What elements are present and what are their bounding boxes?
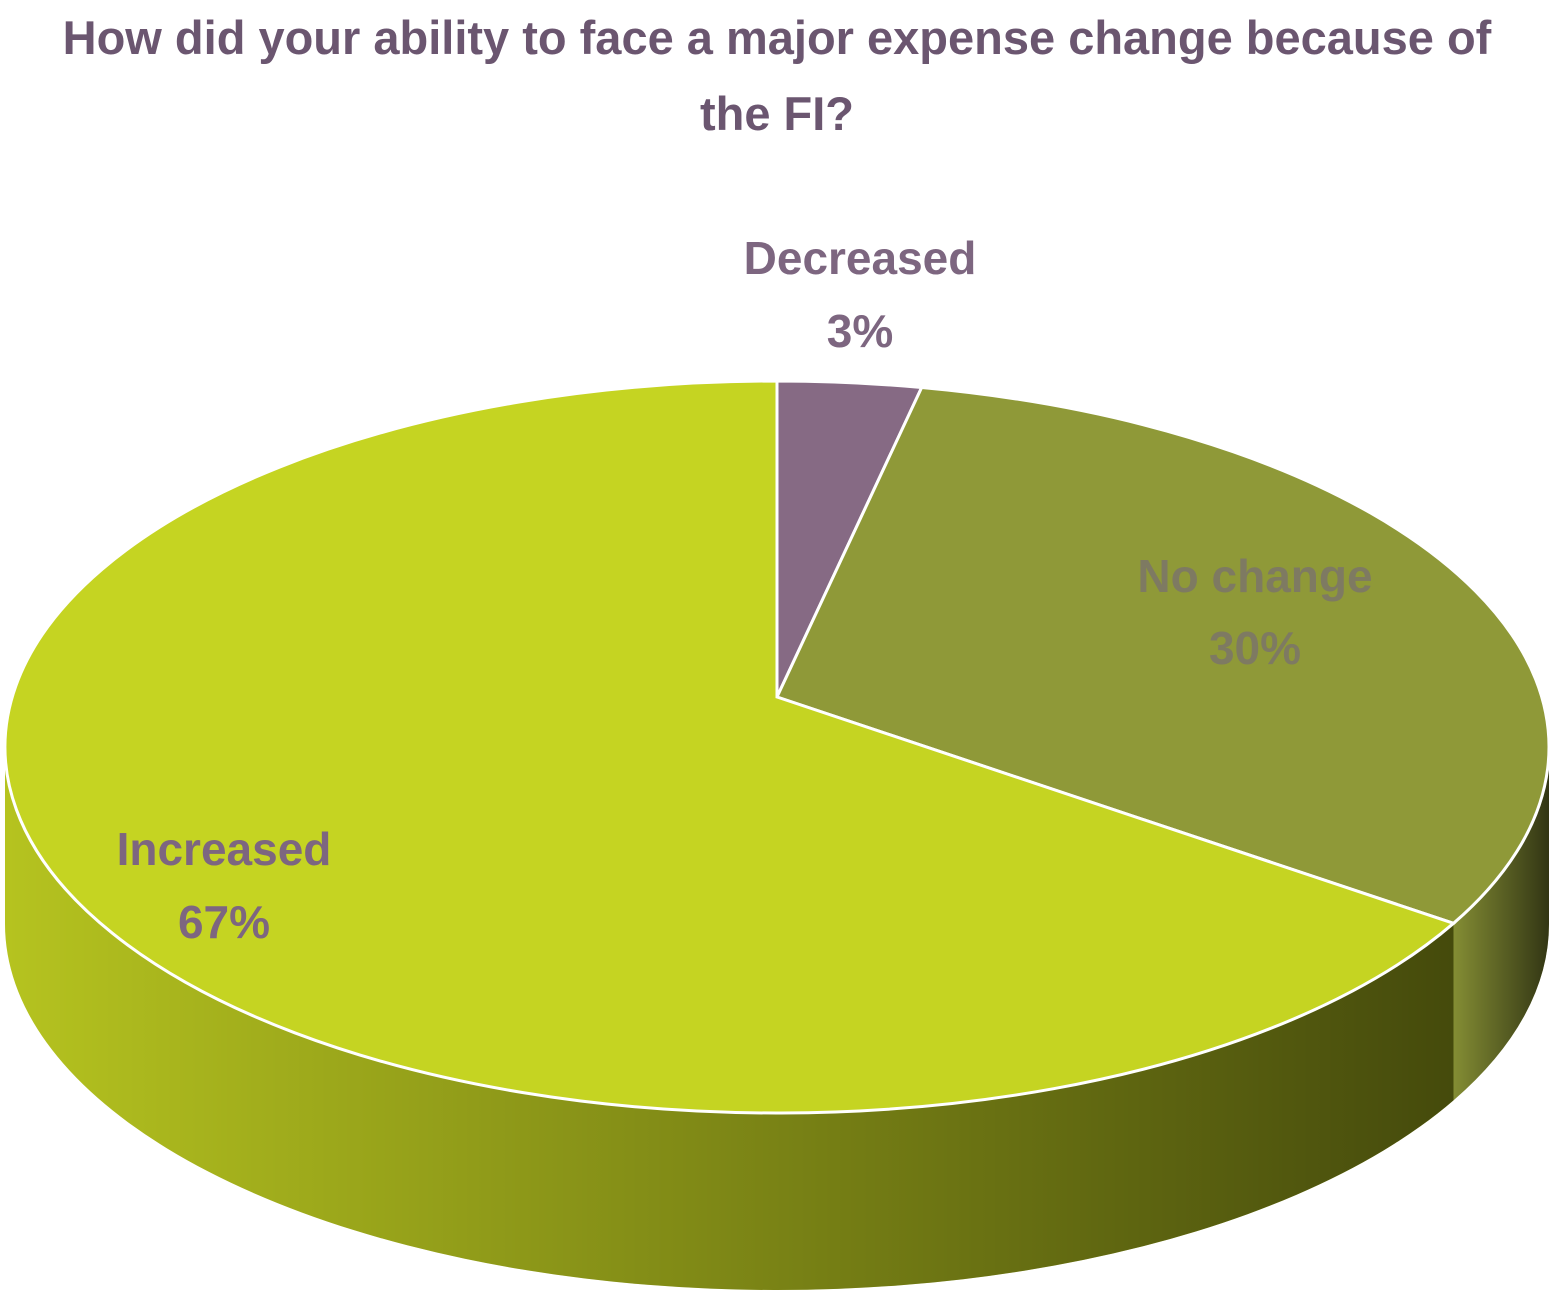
pie-slice: [774, 385, 1551, 926]
slice-value-label: 3%: [827, 305, 893, 357]
slice-label: Decreased: [744, 232, 977, 284]
slice-label: No change: [1137, 550, 1372, 602]
slice-side-shade: [5, 747, 1454, 1290]
slice-value-label: 67%: [178, 896, 270, 948]
slice-label: Increased: [117, 823, 332, 875]
pie-slice: [3, 379, 1457, 1115]
chart-title: How did your ability to face a major exp…: [62, 11, 1492, 140]
slice-side-shade: [1453, 747, 1549, 1101]
slice-value-label: 30%: [1209, 622, 1301, 674]
